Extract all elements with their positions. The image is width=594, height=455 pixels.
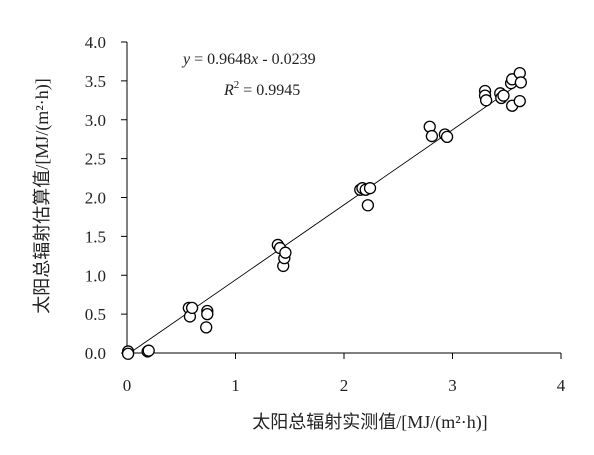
y-tick-label: 0.0: [85, 344, 106, 363]
x-tick-label: 0: [123, 376, 132, 395]
data-point: [514, 76, 528, 89]
y-tick-label: 0.5: [85, 305, 106, 324]
x-tick-label: 2: [340, 376, 349, 395]
y-tick-label: 2.5: [85, 150, 106, 169]
equation-rhs: = 0.9648: [190, 51, 251, 68]
y-tick-label: 3.0: [85, 111, 106, 130]
data-point: [200, 321, 213, 334]
y-tick-label: 1.5: [85, 227, 106, 246]
y-tick-label: 3.5: [85, 72, 106, 91]
y-tick-label: 1.0: [85, 266, 106, 285]
data-point: [479, 94, 493, 107]
regression-line: [132, 78, 527, 352]
y-tick-label: 4.0: [85, 33, 106, 52]
data-point: [440, 130, 454, 144]
x-tick-label: 1: [231, 376, 240, 395]
r2-label: R: [223, 82, 234, 99]
data-points: [121, 66, 528, 360]
data-point: [513, 94, 526, 108]
x-tick-label: 4: [557, 376, 566, 395]
equation-tail: - 0.0239: [258, 51, 315, 68]
ticks-layer: 0 1 2 3 4 0.0 0.5 1.0 1.5 2.0 2.5 3.0 3.5 4.0: [85, 33, 566, 395]
equation-x: x: [250, 51, 258, 68]
equation-y: y: [181, 51, 191, 68]
data-point: [279, 246, 292, 259]
data-point: [142, 344, 155, 357]
r2-sup: 2: [234, 79, 240, 91]
x-tick-label: 3: [448, 376, 457, 395]
r2-value: = 0.9945: [239, 82, 300, 99]
r-squared-annotation: R2 = 0.9945: [223, 79, 300, 99]
data-point: [361, 199, 375, 212]
data-point: [201, 307, 214, 321]
data-point: [425, 129, 439, 143]
y-tick-label: 2.0: [85, 189, 106, 208]
equation-annotation: y = 0.9648x - 0.0239: [181, 51, 316, 68]
y-axis-title: 太阳总辐射估算值/[MJ/(m²·h)]: [32, 78, 53, 313]
data-point: [121, 347, 135, 360]
data-point: [497, 89, 510, 102]
data-point: [185, 301, 199, 315]
x-axis-title: 太阳总辐射实测值/[MJ/(m²·h)]: [252, 412, 487, 433]
data-point: [363, 182, 377, 195]
